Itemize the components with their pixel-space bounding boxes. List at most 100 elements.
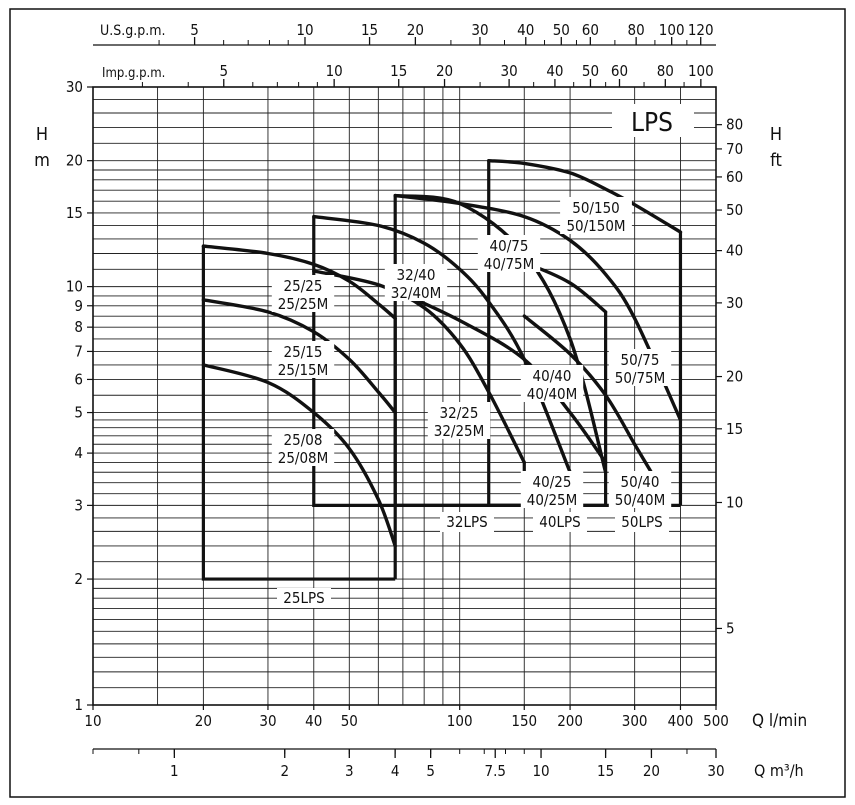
model-label-bg	[477, 235, 541, 272]
y-axis-left-label-m: m	[34, 150, 50, 171]
ft-tick-label: 10	[726, 493, 743, 511]
model-label-line1: 40/75	[490, 237, 529, 255]
model-label-line2: 32/40M	[391, 284, 442, 302]
family-label-bg	[615, 512, 669, 532]
ft-tick-label: 60	[726, 168, 743, 186]
x-tick-label: 150	[511, 712, 537, 730]
family-label-25LPS: 25LPS	[277, 588, 331, 608]
family-label-bg	[440, 512, 494, 532]
y-tick-label: 10	[66, 278, 83, 296]
model-label-line1: 25/08	[284, 431, 323, 449]
ft-tick-label: 50	[726, 201, 743, 219]
usgpm-axis-label: U.S.g.p.m.	[100, 23, 165, 39]
model-label-line2: 50/40M	[615, 491, 666, 509]
model-label-bg	[520, 471, 584, 508]
m3h-tick-label: 2	[280, 762, 289, 780]
y-tick-label: 2	[74, 570, 83, 588]
ft-tick-label: 70	[726, 140, 743, 158]
x-axis-m3h-label: Q m³/h	[754, 761, 804, 780]
chart-title: LPS	[631, 108, 673, 138]
m3h-tick-label: 3	[345, 762, 354, 780]
model-label-line2: 25/25M	[278, 295, 329, 313]
model-label-line1: 32/40	[397, 266, 436, 284]
x-tick-label: 10	[84, 712, 101, 730]
model-label-line2: 40/40M	[527, 385, 578, 403]
m3h-tick-label: 20	[643, 762, 660, 780]
impgpm-tick-label: 5	[219, 62, 228, 80]
impgpm-tick-label: 60	[611, 62, 628, 80]
x-tick-label: 30	[259, 712, 276, 730]
model-label-bg	[271, 429, 335, 466]
usgpm-tick-label: 60	[582, 21, 599, 39]
y-tick-label: 4	[74, 444, 83, 462]
y-tick-label: 15	[66, 204, 83, 222]
model-label-line1: 25/25	[284, 277, 323, 295]
family-label-bg	[533, 512, 587, 532]
model-label-bg	[384, 264, 448, 301]
curve-labels: 25/2525/25M25/1525/15M25/0825/08M32/4032…	[271, 197, 672, 608]
impgpm-axis-label: Imp.g.p.m.	[102, 66, 165, 81]
model-label-line2: 40/75M	[484, 255, 535, 273]
x-tick-label: 500	[703, 712, 729, 730]
y-tick-label: 5	[74, 404, 83, 422]
m3h-tick-label: 4	[391, 762, 400, 780]
model-label-line2: 32/25M	[434, 422, 485, 440]
y-axis-right-label-ft: ft	[770, 150, 782, 171]
ft-tick-label: 30	[726, 294, 743, 312]
model-label-line1: 40/40	[533, 367, 572, 385]
ft-tick-label: 5	[726, 619, 735, 637]
pump-curve-3	[312, 269, 526, 465]
y-tick-label: 20	[66, 152, 83, 170]
impgpm-tick-label: 20	[436, 62, 453, 80]
model-label-line2: 50/75M	[615, 369, 666, 387]
m3h-tick-label: 1	[170, 762, 179, 780]
m3h-tick-label: 5	[426, 762, 435, 780]
impgpm-tick-label: 80	[657, 62, 674, 80]
pump-curve-7	[393, 193, 683, 422]
model-label-line2: 50/150M	[566, 217, 625, 235]
family-label-bg	[277, 588, 331, 608]
x-tick-label: 300	[622, 712, 648, 730]
top-axes: U.S.g.p.m. Imp.g.p.m. 5 10 15 20 30 40 50 60 80 1…	[93, 21, 716, 87]
model-label-bg	[427, 402, 491, 439]
pump-curve-8	[522, 314, 653, 474]
impgpm-tick-label: 10	[326, 62, 343, 80]
model-label-line1: 50/150	[572, 199, 619, 217]
usgpm-tick-label: 80	[628, 21, 645, 39]
y-tick-label: 7	[74, 342, 83, 360]
chart-title-box: LPS	[612, 104, 694, 138]
model-label-line1: 50/75	[621, 351, 660, 369]
y-tick-label: 1	[74, 696, 83, 714]
ft-tick-label: 20	[726, 368, 743, 386]
model-label-bg	[520, 365, 584, 402]
y-tick-label: 6	[74, 370, 83, 388]
pump-curve-10	[487, 159, 683, 234]
family-label-40LPS: 40LPS	[533, 512, 587, 532]
family-label-text: 40LPS	[539, 513, 580, 531]
model-label-line2: 40/25M	[527, 491, 578, 509]
usgpm-tick-label: 100	[659, 21, 685, 39]
family-label-32LPS: 32LPS	[440, 512, 494, 532]
model-label-bg	[608, 471, 672, 508]
x-axis-lmin-label: Q l/min	[752, 711, 807, 731]
x-tick-label: 100	[447, 712, 473, 730]
y-axis-left-label-h: H	[36, 124, 48, 145]
x-tick-label: 50	[341, 712, 358, 730]
pump-curve-5	[393, 288, 608, 465]
model-label-line2: 25/08M	[278, 449, 329, 467]
impgpm-tick-label: 15	[390, 62, 407, 80]
model-label-bg	[560, 197, 632, 234]
model-label-bg	[271, 275, 335, 312]
usgpm-tick-label: 50	[553, 21, 570, 39]
model-label-line1: 40/25	[533, 473, 572, 491]
